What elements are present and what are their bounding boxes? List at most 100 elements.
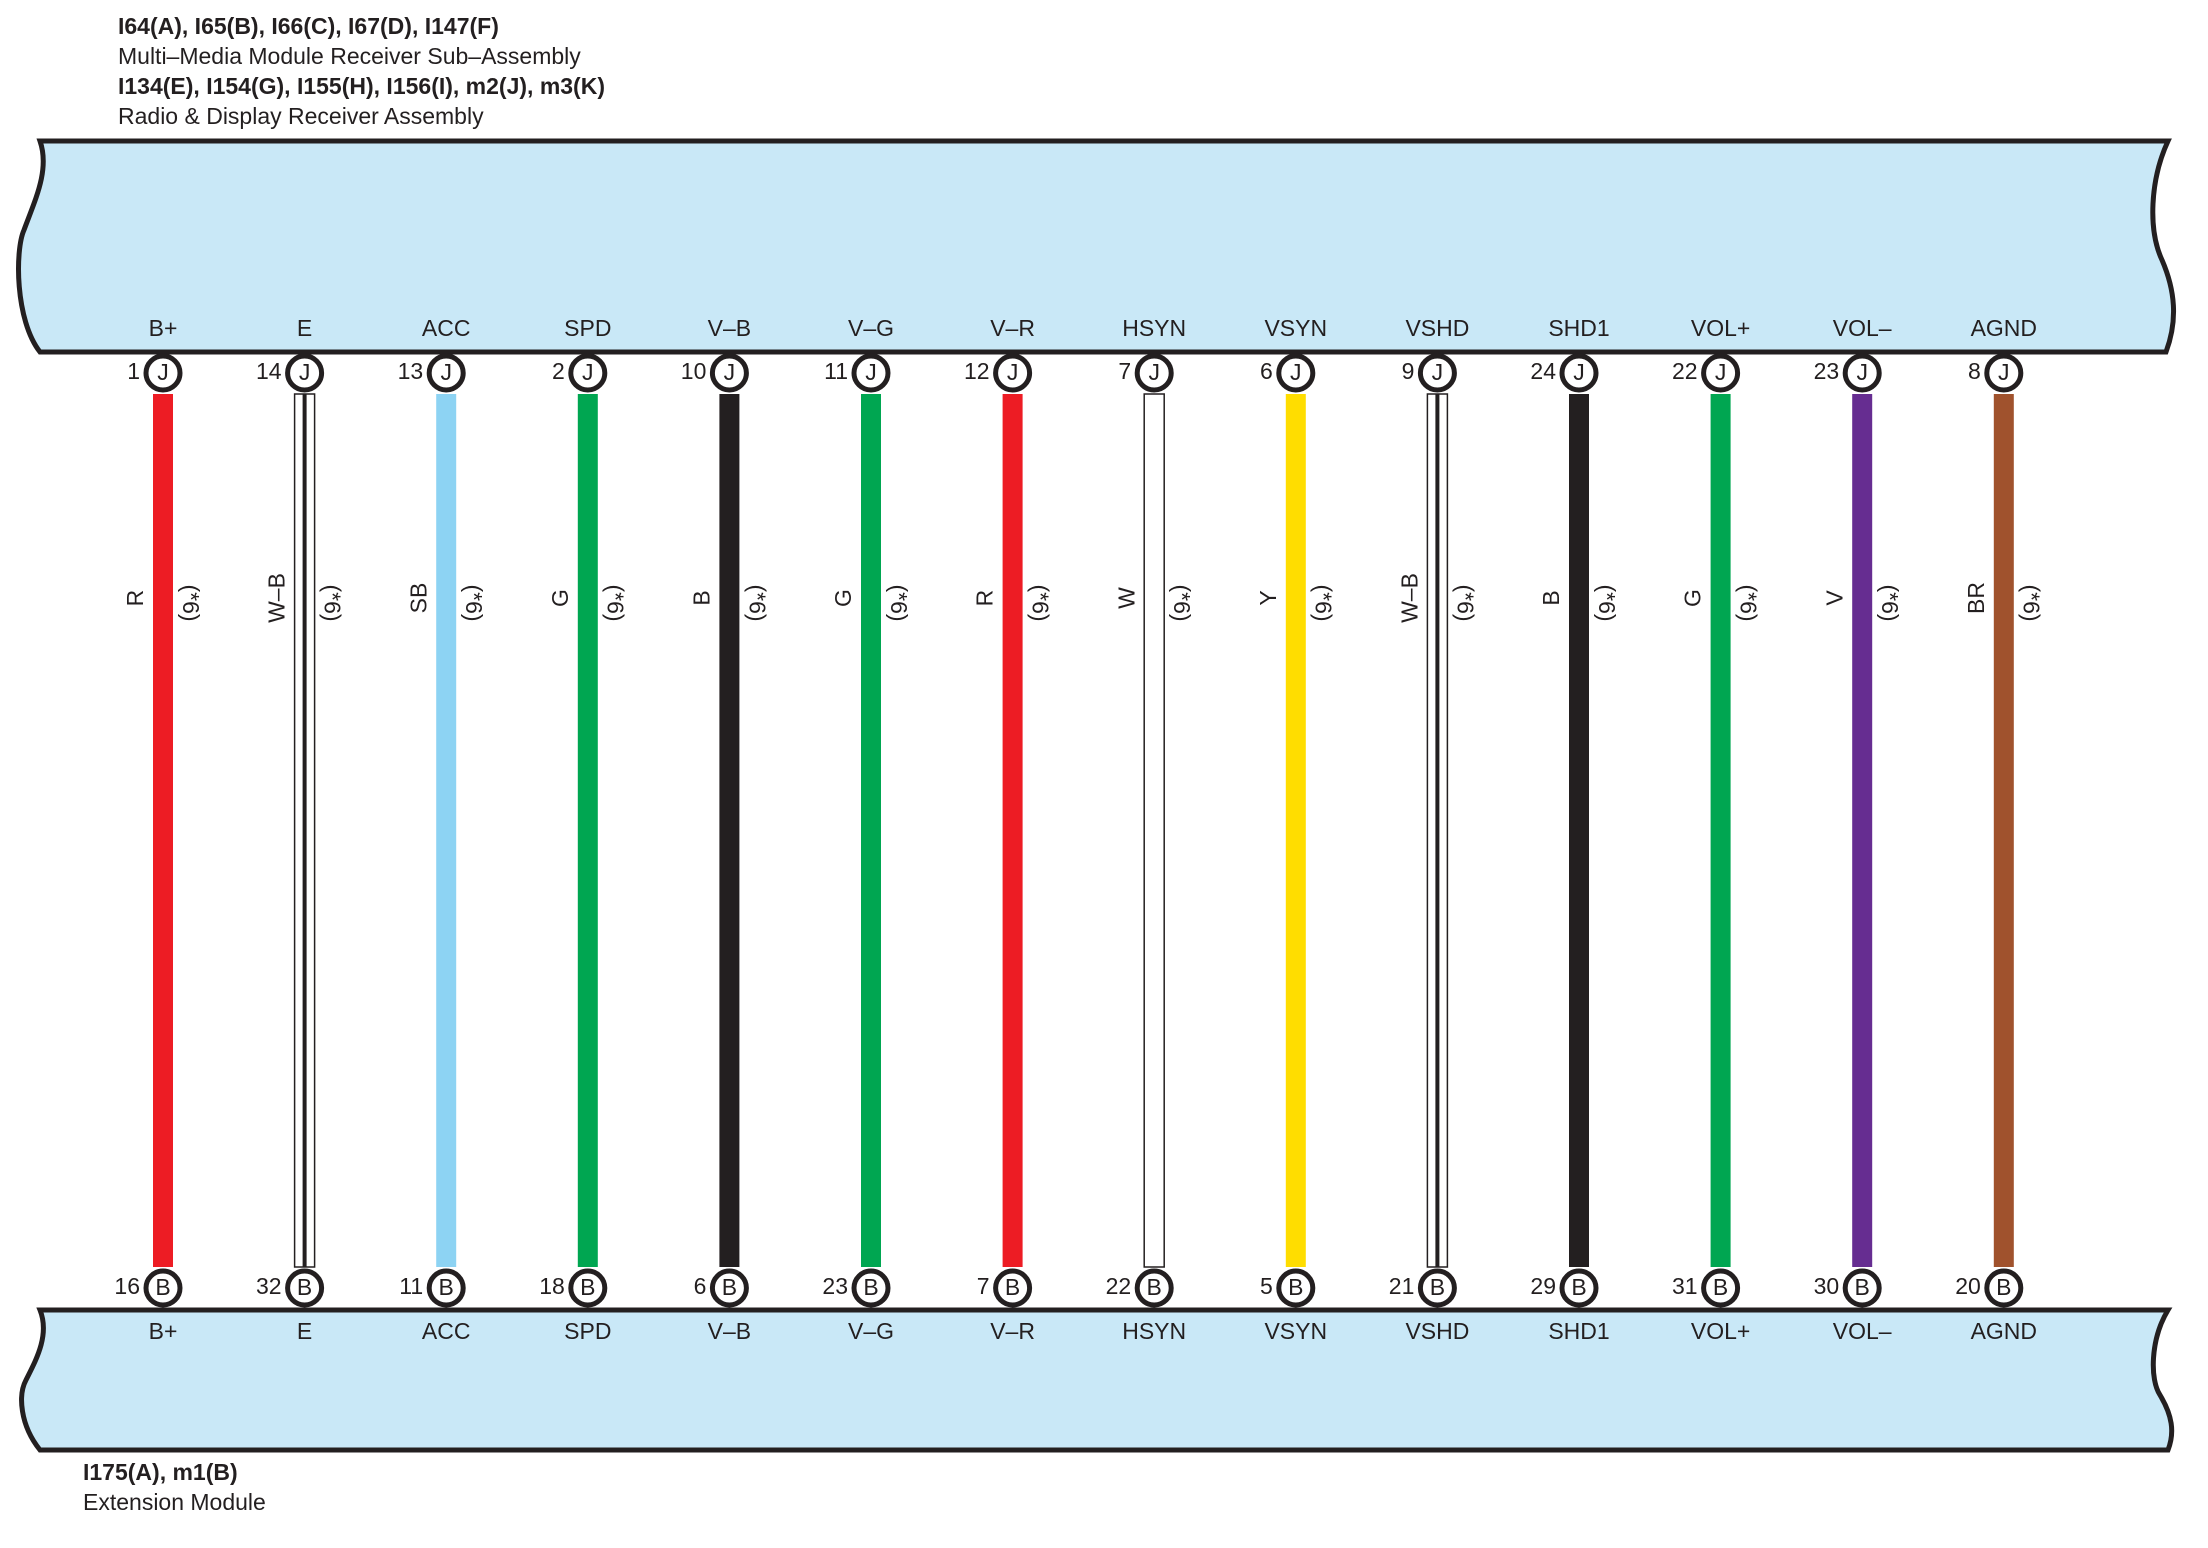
- wire: [577, 394, 598, 1267]
- wire-color-code: R: [972, 590, 998, 607]
- pin-label: VOL+: [1691, 315, 1750, 341]
- footer-name: Extension Module: [83, 1489, 266, 1515]
- connector-letter: B: [1996, 1274, 2011, 1300]
- pin-circle: [1701, 353, 1741, 393]
- connector-letter: B: [1855, 1274, 1870, 1300]
- pin-number: 2: [552, 358, 565, 384]
- pin-circle: [1417, 1268, 1457, 1308]
- connector-letter: B: [1430, 1274, 1445, 1300]
- connector-letter: J: [1432, 359, 1444, 385]
- pin-circle: [1984, 353, 2024, 393]
- wire: [1710, 394, 1731, 1267]
- pin-circle: [993, 1268, 1033, 1308]
- wire-color-code: W–B: [1396, 573, 1422, 623]
- pin-label: HSYN: [1122, 315, 1186, 341]
- pin-number: 16: [114, 1273, 140, 1299]
- wire: [436, 394, 457, 1267]
- pin-label: ACC: [422, 1318, 471, 1344]
- pin-number: 7: [977, 1273, 990, 1299]
- pin-label: ACC: [422, 315, 471, 341]
- pin-circle: [426, 1268, 466, 1308]
- header-codes: I64(A), I65(B), I66(C), I67(D), I147(F): [118, 13, 499, 39]
- pin-number: 24: [1530, 358, 1556, 384]
- wire-color-code: W: [1113, 587, 1139, 609]
- pin-label: E: [297, 315, 312, 341]
- pin-circle: [1842, 1268, 1882, 1308]
- wire-note: (*6): [1594, 584, 1620, 621]
- pin-circle: [143, 353, 183, 393]
- wire-note: (*6): [1736, 584, 1762, 621]
- pin-circle: [1134, 353, 1174, 393]
- pin-circle: [568, 353, 608, 393]
- pin-circle: [1701, 1268, 1741, 1308]
- connector-letter: J: [1007, 359, 1019, 385]
- pin-circle: [1276, 1268, 1316, 1308]
- wire: [1569, 394, 1589, 1267]
- pin-number: 29: [1530, 1273, 1556, 1299]
- wire-color-code: V: [1821, 590, 1847, 606]
- wire-note: (*6): [886, 584, 912, 621]
- wire: [1002, 394, 1023, 1267]
- pin-number: 6: [694, 1273, 707, 1299]
- wire: [861, 394, 881, 1267]
- connector-letter: B: [439, 1274, 454, 1300]
- pin-circle: [426, 353, 466, 393]
- pin-circle: [1276, 353, 1316, 393]
- connector-letter: J: [582, 359, 594, 385]
- connector-letter: B: [722, 1274, 737, 1300]
- pin-circle: [285, 1268, 325, 1308]
- header-name: Multi–Media Module Receiver Sub–Assembly: [118, 43, 581, 69]
- pin-number: 13: [398, 358, 424, 384]
- wire-color-code: B: [688, 590, 714, 605]
- pin-number: 11: [824, 358, 848, 384]
- wire: [719, 394, 740, 1267]
- pin-number: 30: [1814, 1273, 1840, 1299]
- wire: [1143, 393, 1165, 1268]
- footer-codes: I175(A), m1(B): [83, 1459, 238, 1485]
- wire-note: (*6): [2019, 584, 2045, 621]
- pin-number: 6: [1260, 358, 1273, 384]
- wire-color-code: G: [547, 589, 573, 607]
- pin-number: 9: [1402, 358, 1415, 384]
- pin-label: VOL+: [1691, 1318, 1750, 1344]
- pin-number: 22: [1672, 358, 1698, 384]
- bottom-connector-body: [19, 1307, 2175, 1453]
- connector-letter: B: [1713, 1274, 1728, 1300]
- wire-color-code: R: [122, 590, 148, 607]
- pin-circle: [709, 353, 749, 393]
- wire: [153, 394, 173, 1267]
- pin-label: AGND: [1971, 315, 2037, 341]
- wire-color-code: W–B: [264, 573, 290, 623]
- connector-letter: B: [580, 1274, 595, 1300]
- wire-color-code: G: [1680, 589, 1706, 607]
- pin-circle: [851, 353, 891, 393]
- connector-letter: J: [1856, 359, 1868, 385]
- pin-label: V–R: [990, 1318, 1035, 1344]
- connector-letter: B: [1005, 1274, 1020, 1300]
- pin-number: 21: [1389, 1273, 1415, 1299]
- wire-color-code: Y: [1255, 590, 1281, 605]
- wire-note: (*6): [1169, 584, 1195, 621]
- wire-color-code: B: [1538, 590, 1564, 605]
- pin-circle: [568, 1268, 608, 1308]
- pin-circle: [1134, 1268, 1174, 1308]
- connector-letter: J: [1715, 359, 1727, 385]
- pin-circle: [1559, 1268, 1599, 1308]
- pin-label: V–G: [848, 315, 894, 341]
- pin-number: 11: [399, 1273, 423, 1299]
- wire: [1852, 394, 1873, 1267]
- wire: [1993, 394, 2014, 1267]
- pin-label: VSYN: [1264, 315, 1327, 341]
- pin-label: B+: [149, 315, 178, 341]
- pin-label: V–B: [708, 1318, 751, 1344]
- pin-label: V–B: [708, 315, 751, 341]
- pin-number: 32: [256, 1273, 282, 1299]
- pin-number: 7: [1118, 358, 1131, 384]
- pin-label: VOL–: [1833, 315, 1892, 341]
- pin-label: SHD1: [1548, 1318, 1609, 1344]
- pin-label: SHD1: [1548, 315, 1609, 341]
- pin-circle: [709, 1268, 749, 1308]
- wire: [1285, 394, 1306, 1267]
- connector-letter: J: [1998, 359, 2010, 385]
